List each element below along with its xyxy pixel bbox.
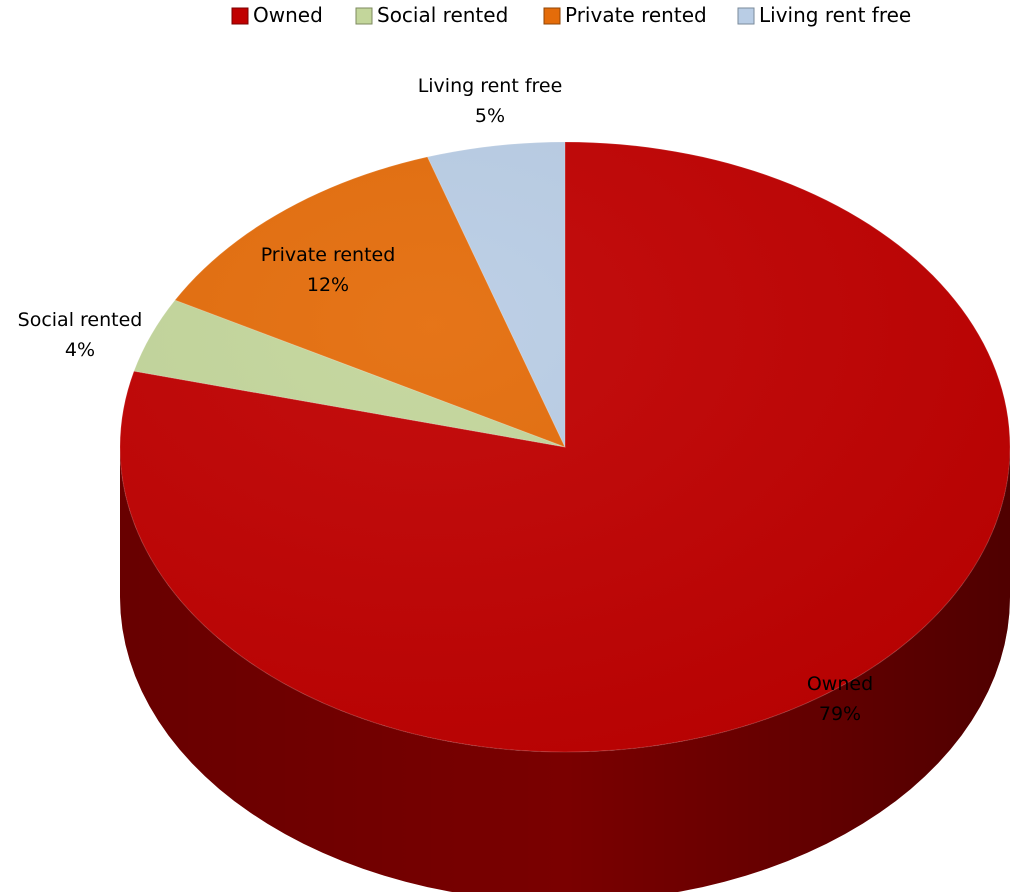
data-label-name-social-rented: Social rented — [18, 309, 143, 331]
data-label-value-living-rent-free: 5% — [475, 105, 505, 127]
data-labels: Owned 79% Social rented 4% Private rented 12%… — [18, 75, 874, 725]
legend-swatch-living-rent-free — [737, 7, 755, 25]
legend-label-owned: Owned — [253, 3, 323, 27]
data-label-value-owned: 79% — [819, 703, 861, 725]
pie-side-walls — [120, 447, 1010, 892]
legend-swatch-social-rented — [355, 7, 373, 25]
data-label-value-social-rented: 4% — [65, 339, 95, 361]
side-wall-shade-owned — [120, 447, 1010, 892]
data-label-name-private-rented: Private rented — [261, 244, 396, 266]
legend-label-living-rent-free: Living rent free — [759, 3, 911, 27]
legend-swatch-private-rented — [543, 7, 561, 25]
legend-label-private-rented: Private rented — [565, 3, 707, 27]
data-label-name-owned: Owned — [807, 673, 873, 695]
chart-legend: Owned Social rented Private rented Living r… — [231, 3, 911, 27]
data-label-value-private-rented: 12% — [307, 274, 349, 296]
data-label-name-living-rent-free: Living rent free — [418, 75, 563, 97]
pie-slices — [119, 141, 1011, 753]
legend-label-social-rented: Social rented — [377, 3, 508, 27]
legend-swatch-owned — [231, 7, 249, 25]
